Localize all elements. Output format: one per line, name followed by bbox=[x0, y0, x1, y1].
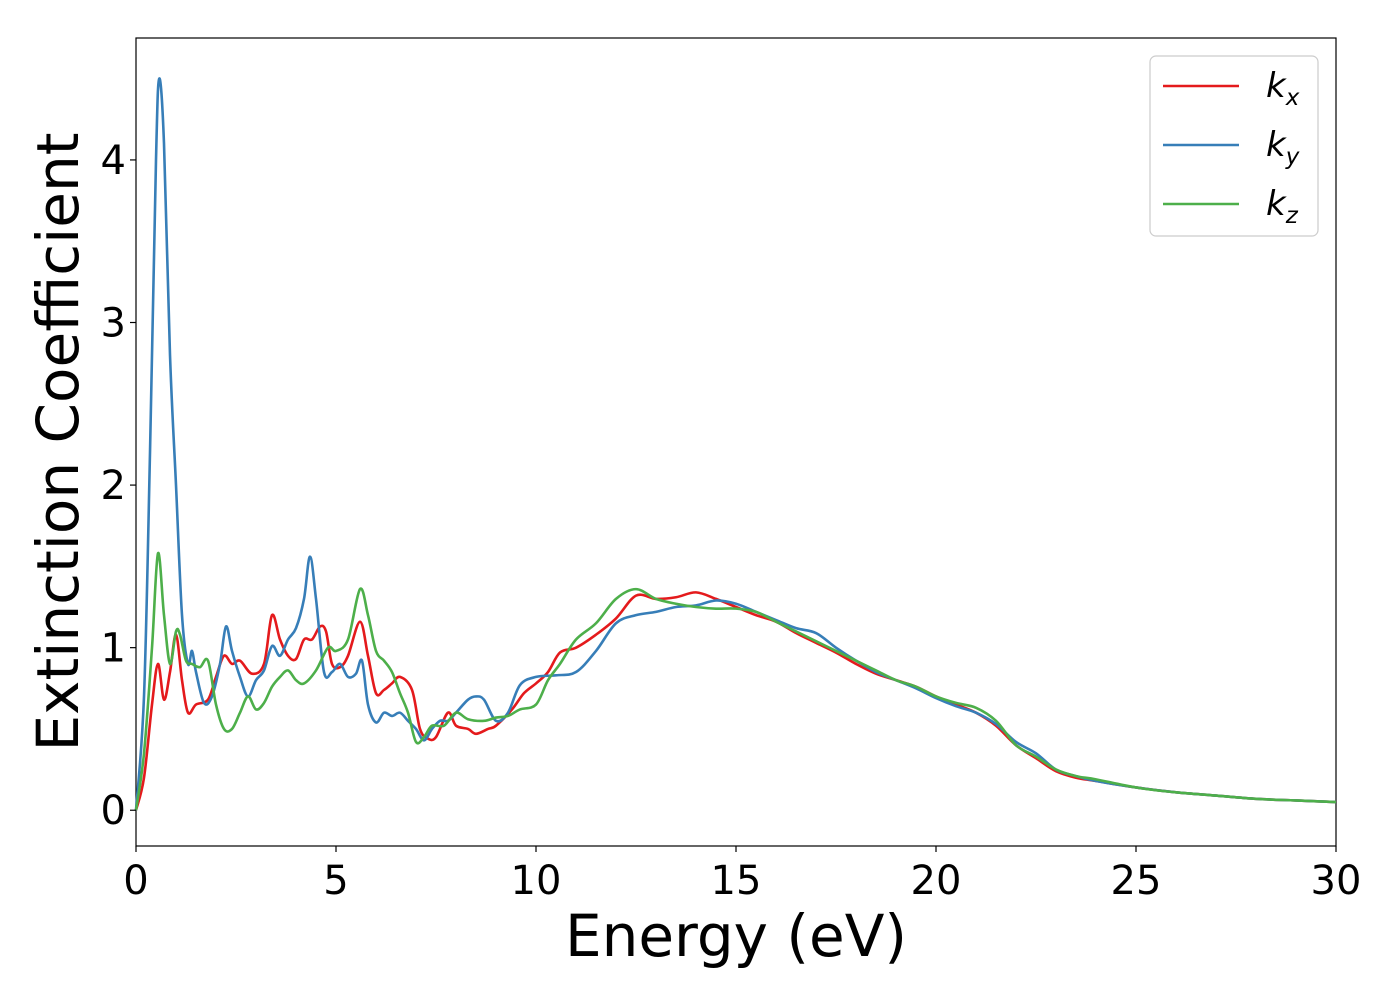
series-layer bbox=[134, 77, 1337, 811]
x-tick-label: 0 bbox=[123, 858, 148, 904]
x-tick-label: 20 bbox=[911, 858, 962, 904]
y-tick-label: 0 bbox=[101, 788, 126, 834]
series-line-y bbox=[134, 77, 1337, 811]
legend-label-y: ky bbox=[1266, 125, 1300, 170]
legend-label-z: kz bbox=[1266, 184, 1299, 229]
x-tick-label: 15 bbox=[711, 858, 762, 904]
x-tick-label: 25 bbox=[1111, 858, 1162, 904]
series-line-z bbox=[134, 552, 1337, 811]
x-tick-label: 10 bbox=[511, 858, 562, 904]
legend: kx ky kz bbox=[1149, 55, 1319, 237]
y-axis-title: Extinction Coefficient bbox=[24, 133, 92, 752]
y-tick-label: 4 bbox=[101, 138, 126, 184]
y-tick-label: 3 bbox=[101, 301, 126, 347]
y-tick-label: 1 bbox=[101, 626, 126, 672]
x-axis-title: Energy (eV) bbox=[565, 902, 907, 970]
plot-area bbox=[135, 37, 1337, 847]
x-tick-label: 5 bbox=[323, 858, 348, 904]
x-tick-label: 30 bbox=[1311, 858, 1362, 904]
ticks-layer: 0 5 10 15 20 25 30 0 1 2 3 4 bbox=[101, 138, 1362, 904]
legend-label-x: kx bbox=[1266, 66, 1300, 111]
y-tick-label: 2 bbox=[101, 463, 126, 509]
